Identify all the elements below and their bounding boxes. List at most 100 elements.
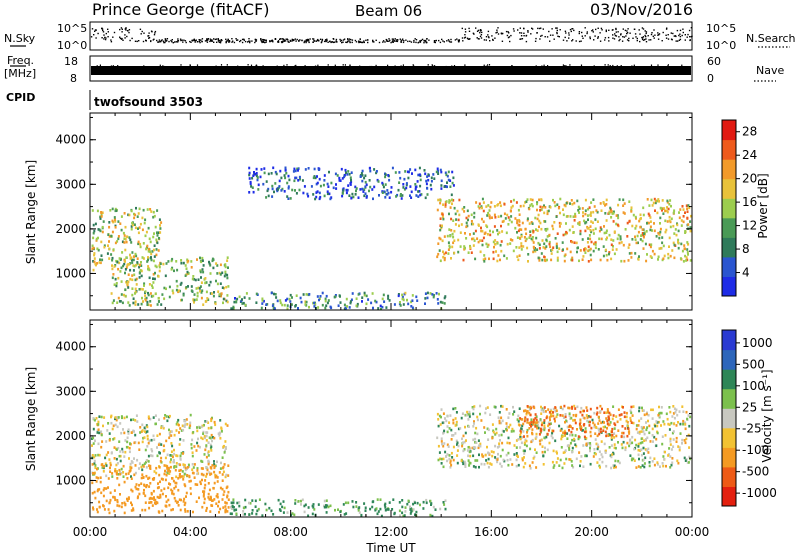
- noise-sample: [612, 29, 614, 31]
- echo-cell: [315, 191, 318, 194]
- freq-sample: [316, 65, 318, 68]
- echo-cell: [198, 426, 201, 429]
- echo-cell: [474, 446, 477, 449]
- echo-cell: [669, 437, 672, 441]
- y-tick-label: 2000: [55, 429, 86, 443]
- echo-cell: [172, 291, 175, 295]
- noise-sample: [138, 40, 140, 42]
- echo-cell: [598, 229, 601, 233]
- echo-cell: [111, 475, 114, 478]
- echo-cell: [484, 453, 487, 457]
- noise-sample: [194, 41, 196, 43]
- echo-cell: [430, 502, 433, 505]
- echo-cell: [147, 267, 149, 271]
- echo-cell: [111, 427, 114, 431]
- echo-cell: [535, 424, 538, 428]
- echo-cell: [666, 417, 669, 421]
- echo-cell: [512, 405, 514, 409]
- echo-cell: [397, 188, 400, 192]
- echo-cell: [441, 224, 443, 228]
- echo-cell: [204, 479, 207, 482]
- echo-cell: [348, 306, 351, 309]
- noise-sample: [414, 38, 416, 40]
- colorbar-tick-label: 12: [742, 219, 757, 233]
- echo-cell: [472, 446, 475, 449]
- echo-cell: [450, 193, 453, 197]
- echo-cell: [443, 296, 446, 300]
- echo-cell: [478, 202, 481, 206]
- echo-cell: [251, 499, 254, 502]
- echo-cell: [610, 455, 613, 459]
- echo-cell: [138, 207, 141, 211]
- echo-cell: [568, 228, 571, 232]
- cpid-label: CPID: [6, 91, 35, 104]
- echo-cell: [271, 184, 274, 188]
- echo-cell: [514, 226, 517, 230]
- echo-cell: [92, 472, 94, 475]
- echo-cell: [236, 297, 239, 301]
- echo-cell: [444, 417, 446, 420]
- echo-cell: [263, 167, 266, 170]
- echo-cell: [123, 511, 126, 515]
- echo-cell: [94, 466, 97, 470]
- echo-cell: [630, 405, 633, 409]
- echo-cell: [130, 227, 133, 231]
- echo-cell: [549, 422, 552, 425]
- echo-cell: [96, 431, 99, 434]
- echo-cell: [351, 192, 354, 196]
- echo-cell: [484, 257, 487, 261]
- echo-cell: [183, 425, 186, 428]
- echo-cell: [678, 446, 681, 449]
- echo-cell: [165, 504, 168, 508]
- echo-cell: [623, 415, 626, 419]
- echo-cell: [273, 307, 276, 310]
- echo-cell: [114, 423, 117, 427]
- echo-cell: [91, 247, 94, 251]
- echo-cell: [541, 450, 544, 454]
- noise-sample: [306, 38, 309, 41]
- echo-cell: [556, 250, 559, 254]
- echo-cell: [372, 197, 374, 201]
- echo-cell: [668, 236, 671, 240]
- echo-cell: [464, 232, 466, 235]
- echo-cell: [686, 250, 689, 254]
- noise-sample: [650, 39, 652, 41]
- echo-cell: [184, 484, 187, 488]
- echo-cell: [655, 420, 658, 423]
- echo-cell: [549, 418, 551, 422]
- echo-cell: [426, 296, 429, 300]
- echo-cell: [551, 248, 554, 252]
- echo-cell: [190, 260, 193, 263]
- noise-sample: [342, 41, 344, 43]
- noise-sample: [307, 38, 310, 41]
- echo-cell: [111, 276, 114, 280]
- echo-cell: [126, 264, 129, 267]
- noise-sample: [652, 35, 654, 37]
- echo-cell: [604, 430, 607, 434]
- echo-cell: [277, 186, 280, 190]
- echo-cell: [638, 419, 641, 423]
- noise-sample: [597, 37, 599, 39]
- echo-cell: [146, 300, 149, 304]
- echo-cell: [300, 300, 303, 304]
- echo-cell: [134, 433, 137, 437]
- noise-sample: [641, 38, 644, 41]
- noise-sample: [520, 35, 523, 37]
- echo-cell: [623, 435, 626, 439]
- echo-cell: [93, 418, 96, 422]
- echo-cell: [635, 466, 638, 469]
- echo-cell: [503, 203, 506, 206]
- echo-cell: [100, 211, 103, 214]
- echo-cell: [611, 453, 614, 456]
- echo-cell: [175, 422, 178, 426]
- echo-cell: [579, 229, 582, 233]
- echo-cell: [606, 419, 609, 423]
- noise-sample: [477, 38, 480, 40]
- echo-cell: [142, 491, 145, 495]
- echo-cell: [182, 439, 185, 442]
- echo-cell: [262, 182, 265, 186]
- echo-cell: [299, 296, 302, 300]
- echo-cell: [504, 217, 507, 220]
- echo-cell: [661, 236, 664, 239]
- echo-cell: [376, 498, 379, 501]
